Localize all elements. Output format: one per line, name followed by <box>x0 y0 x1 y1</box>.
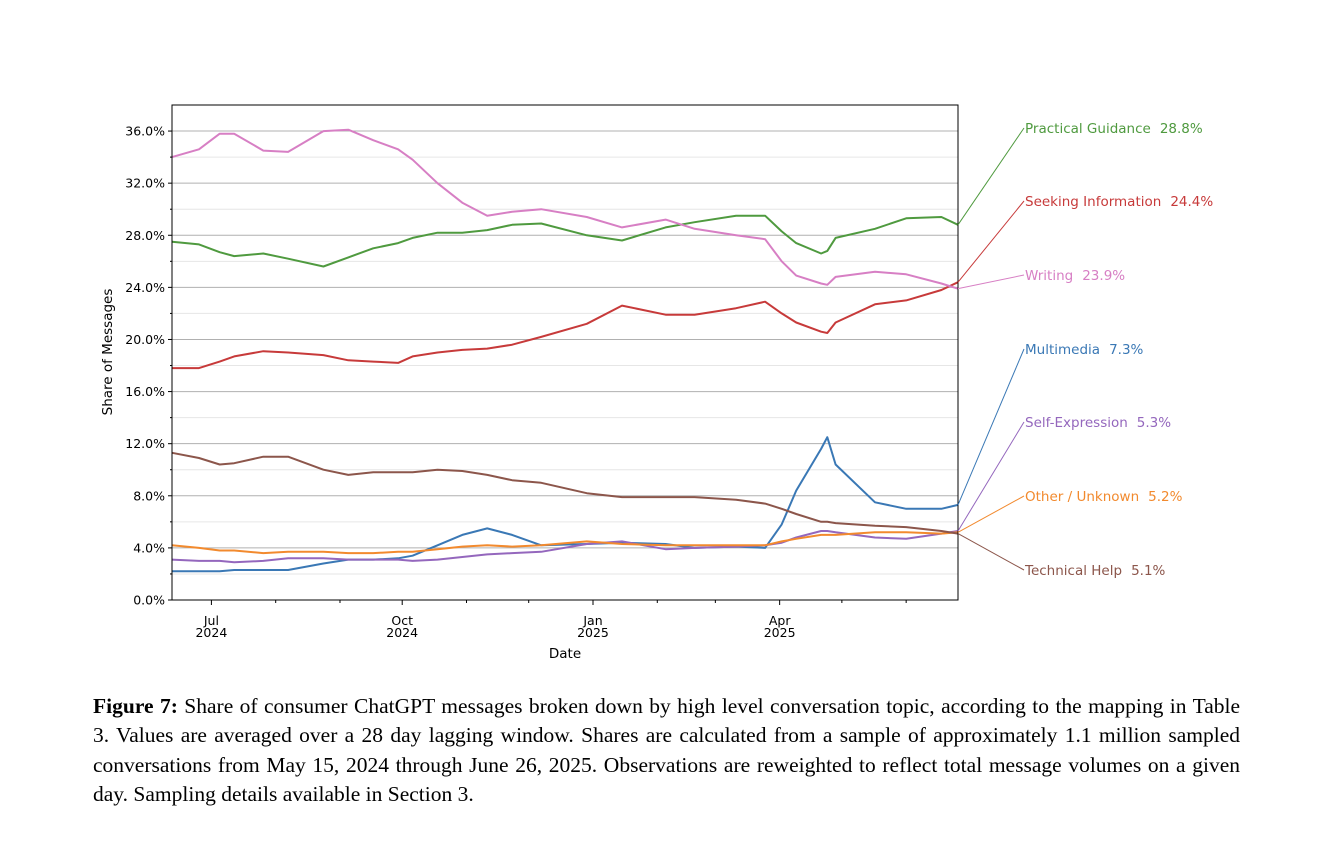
series-labels: Practical Guidance 28.8% Seeking Informati… <box>957 121 1213 579</box>
y-tick-label: 0.0% <box>133 593 165 608</box>
caption-text: Share of consumer ChatGPT messages broke… <box>93 694 1241 806</box>
series-line-writing <box>171 128 959 290</box>
x-axis-label: Date <box>549 646 581 662</box>
series-name: Multimedia <box>1025 342 1100 358</box>
caption-label: Figure 7: <box>93 694 178 718</box>
series-final-value: 7.3% <box>1109 342 1143 358</box>
x-tick-month: Jul <box>203 613 219 628</box>
label-leader-seeking-information <box>957 200 1025 283</box>
y-tick-label: 20.0% <box>125 332 165 347</box>
series-label-writing: Writing 23.9% <box>1025 268 1125 284</box>
series-line-technical-help <box>171 451 959 535</box>
y-axis-label: Share of Messages <box>100 289 116 416</box>
series-name: Practical Guidance <box>1025 121 1151 137</box>
x-tick-month: Jan <box>582 613 602 628</box>
label-leader-self-expression <box>957 421 1025 532</box>
y-tick-label: 36.0% <box>125 124 165 139</box>
y-tick-label: 32.0% <box>125 176 165 191</box>
x-tick-month: Apr <box>769 613 791 628</box>
series-line-practical-guidance <box>171 214 959 268</box>
series-name: Writing <box>1025 268 1073 284</box>
series-final-value: 24.4% <box>1170 194 1213 210</box>
gridlines <box>172 130 958 575</box>
x-tick-month: Oct <box>391 613 413 628</box>
label-leader-practical-guidance <box>957 127 1025 226</box>
series-final-value: 5.2% <box>1148 489 1182 505</box>
x-tick-year: 2024 <box>386 625 418 640</box>
y-axis: 0.0% 4.0% 8.0% 12.0% 16.0% 20.0% 24.0% 28.0% 32.… <box>125 124 172 608</box>
x-tick-year: 2025 <box>764 625 796 640</box>
series-final-value: 5.3% <box>1137 415 1171 431</box>
series-final-value: 28.8% <box>1160 121 1203 137</box>
y-tick-label: 16.0% <box>125 384 165 399</box>
series-line-self-expression <box>171 530 959 564</box>
series-final-value: 23.9% <box>1082 268 1125 284</box>
series-label-other-unknown: Other / Unknown 5.2% <box>1025 489 1183 505</box>
series-line-seeking-information <box>172 281 959 370</box>
x-tick-year: 2025 <box>577 625 609 640</box>
y-tick-label: 8.0% <box>133 488 165 503</box>
y-tick-label: 28.0% <box>125 228 165 243</box>
series-label-seeking-information: Seeking Information 24.4% <box>1025 194 1213 210</box>
series-name: Technical Help <box>1024 563 1122 579</box>
series-name: Seeking Information <box>1025 194 1161 210</box>
y-tick-label: 4.0% <box>133 540 165 555</box>
series-name: Other / Unknown <box>1025 489 1139 505</box>
label-leader-other-unknown <box>957 495 1025 533</box>
series-lines <box>171 128 959 573</box>
series-label-technical-help: Technical Help 5.1% <box>1024 563 1166 579</box>
series-line-other-unknown <box>171 531 959 555</box>
plot-frame <box>171 104 959 601</box>
figure-caption: Figure 7: Share of consumer ChatGPT mess… <box>93 692 1240 809</box>
label-leader-multimedia <box>957 348 1025 506</box>
x-tick-year: 2024 <box>195 625 227 640</box>
series-label-practical-guidance: Practical Guidance 28.8% <box>1025 121 1203 137</box>
y-tick-label: 24.0% <box>125 280 165 295</box>
series-label-multimedia: Multimedia 7.3% <box>1025 342 1144 358</box>
y-tick-label: 12.0% <box>125 436 165 451</box>
series-name: Self-Expression <box>1025 415 1128 431</box>
series-final-value: 5.1% <box>1131 563 1165 579</box>
series-label-self-expression: Self-Expression 5.3% <box>1025 415 1171 431</box>
label-leader-writing <box>957 274 1025 290</box>
label-leader-technical-help <box>957 533 1025 571</box>
